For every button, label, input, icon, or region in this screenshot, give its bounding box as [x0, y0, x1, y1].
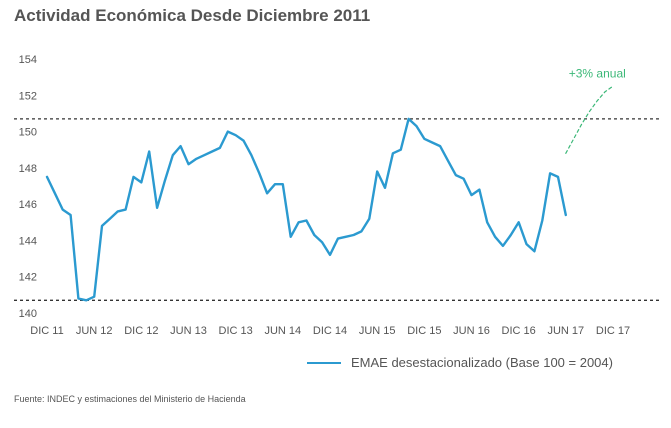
x-tick-label: DIC 11	[30, 325, 63, 337]
x-tick-label: DIC 12	[124, 325, 158, 337]
series-group	[45, 85, 614, 302]
y-tick-label: 142	[19, 272, 37, 284]
legend-swatch	[307, 361, 341, 364]
y-axis-ticks: 140 142 144 146 148 150 152 154	[19, 54, 37, 320]
x-tick-label: JUN 13	[170, 325, 207, 337]
x-tick-label: JUN 14	[264, 325, 301, 337]
legend: EMAE desestacionalizado (Base 100 = 2004…	[307, 355, 613, 370]
x-tick-label: JUN 17	[547, 325, 584, 337]
x-tick-label: DIC 17	[596, 325, 630, 337]
y-tick-label: 148	[19, 163, 37, 175]
page-title: Actividad Económica Desde Diciembre 2011	[14, 6, 371, 25]
y-tick-label: 140	[19, 308, 37, 320]
x-tick-label: DIC 16	[502, 325, 536, 337]
y-tick-label: 152	[19, 90, 37, 102]
x-axis-ticks: DIC 11 JUN 12 DIC 12 JUN 13 DIC 13 JUN 14 DIC …	[30, 325, 630, 337]
x-tick-label: JUN 15	[359, 325, 396, 337]
x-tick-label: JUN 16	[453, 325, 490, 337]
annotations: +3% anual	[569, 67, 626, 81]
emae-series-line	[45, 117, 567, 302]
y-tick-label: 146	[19, 199, 37, 211]
y-tick-label: 150	[19, 127, 37, 139]
source-note: Fuente: INDEC y estimaciones del Ministe…	[14, 394, 246, 404]
x-tick-label: DIC 15	[407, 325, 441, 337]
reference-lines	[14, 118, 660, 301]
x-tick-label: JUN 12	[76, 325, 113, 337]
y-tick-label: 154	[19, 54, 37, 66]
annotation-label: +3% anual	[569, 67, 626, 81]
y-tick-label: 144	[19, 235, 37, 247]
legend-label: EMAE desestacionalizado (Base 100 = 2004…	[351, 355, 613, 370]
projection-series-line	[565, 85, 614, 154]
x-tick-label: DIC 13	[219, 325, 253, 337]
x-tick-label: DIC 14	[313, 325, 347, 337]
